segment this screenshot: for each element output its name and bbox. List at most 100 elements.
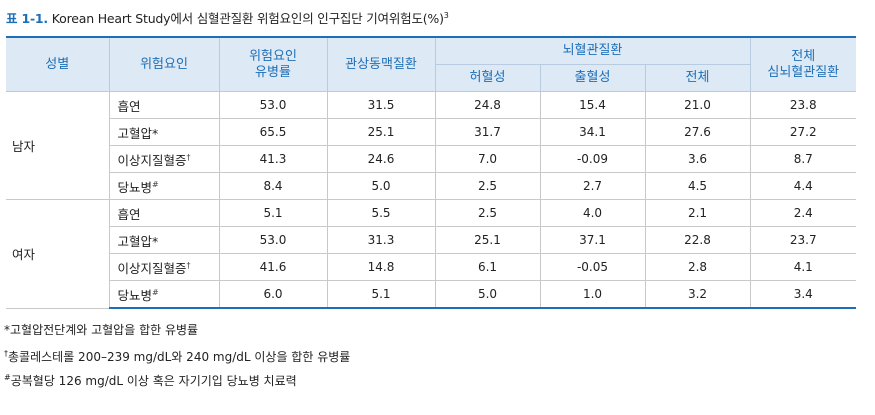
header-prevalence-line1: 위험요인 bbox=[249, 48, 297, 64]
value-cell: 34.1 bbox=[539, 118, 646, 146]
value-cell: -0.05 bbox=[539, 253, 646, 281]
table-body: 남자 흡연 53.0 31.5 24.8 15.4 21.0 23.8 고혈압* 65.5 25.1… bbox=[6, 91, 857, 309]
risk-factor-cell: 당뇨병# bbox=[109, 172, 220, 200]
table-row: 고혈압* 53.0 31.3 25.1 37.1 22.8 23.7 bbox=[6, 226, 857, 254]
value-cell: 23.8 bbox=[749, 91, 857, 119]
risk-factor-cell: 당뇨병# bbox=[109, 280, 220, 309]
risk-factor-cell: 흡연 bbox=[108, 91, 220, 119]
risk-factor-label: 고혈압* bbox=[117, 125, 159, 141]
value-cell: -0.09 bbox=[539, 145, 646, 173]
value-cell: 6.0 bbox=[218, 280, 328, 309]
header-total-line2: 심뇌혈관질환 bbox=[767, 64, 840, 80]
value-cell: 31.7 bbox=[434, 118, 541, 146]
footnote-symbol: # bbox=[4, 373, 11, 382]
value-cell: 25.1 bbox=[434, 226, 541, 254]
risk-factor-cell: 이상지질혈증† bbox=[109, 145, 220, 173]
header-coronary: 관상동맥질환 bbox=[326, 36, 436, 92]
header-risk-factor: 위험요인 bbox=[108, 36, 220, 92]
value-cell: 8.4 bbox=[218, 172, 328, 200]
sex-cell: 남자 bbox=[6, 91, 110, 200]
footnote-mark: # bbox=[152, 287, 159, 297]
value-cell: 6.1 bbox=[434, 253, 541, 281]
value-cell: 21.0 bbox=[644, 91, 751, 119]
value-cell: 2.5 bbox=[434, 172, 541, 200]
header-ischemic: 허혈성 bbox=[435, 64, 541, 92]
value-cell: 41.3 bbox=[218, 145, 328, 173]
risk-factor-cell: 이상지질혈증† bbox=[109, 253, 220, 281]
footnote-mark: # bbox=[152, 179, 159, 189]
risk-factor-cell: 고혈압* bbox=[109, 226, 220, 254]
value-cell: 5.5 bbox=[326, 199, 436, 227]
value-cell: 2.7 bbox=[539, 172, 646, 200]
table-row: 남자 흡연 53.0 31.5 24.8 15.4 21.0 23.8 bbox=[6, 91, 857, 200]
value-cell: 53.0 bbox=[218, 226, 328, 254]
header-sex: 성별 bbox=[6, 36, 110, 92]
footnote-text: 공복혈당 126 mg/dL 이상 혹은 자기기입 당뇨병 치료력 bbox=[10, 374, 297, 388]
value-cell: 2.4 bbox=[749, 199, 857, 227]
value-cell: 14.8 bbox=[326, 253, 436, 281]
value-cell: 5.1 bbox=[218, 199, 328, 227]
risk-factor-table: 성별 위험요인 위험요인 유병률 관상동맥질환 뇌혈관질환 전체 심뇌혈관질환 … bbox=[6, 36, 857, 309]
risk-factor-label: 당뇨병 bbox=[117, 179, 153, 195]
value-cell: 41.6 bbox=[218, 253, 328, 281]
value-cell: 23.7 bbox=[749, 226, 857, 254]
value-cell: 4.0 bbox=[539, 199, 646, 227]
value-cell: 7.0 bbox=[434, 145, 541, 173]
value-cell: 37.1 bbox=[539, 226, 646, 254]
sex-cell: 여자 bbox=[6, 199, 110, 309]
value-cell: 27.2 bbox=[749, 118, 857, 146]
table-row: 당뇨병# 8.4 5.0 2.5 2.7 4.5 4.4 bbox=[6, 172, 857, 200]
value-cell: 25.1 bbox=[326, 118, 436, 146]
value-cell: 5.1 bbox=[326, 280, 436, 309]
header-prevalence-line2: 유병률 bbox=[255, 64, 291, 80]
risk-factor-label: 고혈압* bbox=[117, 233, 159, 249]
header-total-cvd: 전체 심뇌혈관질환 bbox=[749, 36, 857, 92]
table-number: 표 1-1. bbox=[6, 11, 48, 26]
caption-reference: 3 bbox=[443, 10, 449, 20]
value-cell: 31.3 bbox=[326, 226, 436, 254]
footnote-text: *고혈압전단계와 고혈압을 합한 유병률 bbox=[4, 323, 199, 337]
value-cell: 4.5 bbox=[644, 172, 751, 200]
footnote-symbol: † bbox=[4, 349, 8, 358]
table-row: 이상지질혈증† 41.3 24.6 7.0 -0.09 3.6 8.7 bbox=[6, 145, 857, 173]
table-row: 당뇨병# 6.0 5.1 5.0 1.0 3.2 3.4 bbox=[6, 280, 857, 309]
table-title: Korean Heart Study에서 심혈관질환 위험요인의 인구집단 기여… bbox=[51, 11, 444, 26]
value-cell: 4.4 bbox=[749, 172, 857, 200]
footnote-mark: † bbox=[186, 260, 191, 270]
value-cell: 3.4 bbox=[749, 280, 857, 309]
risk-factor-label: 이상지질혈증 bbox=[117, 152, 187, 168]
value-cell: 5.0 bbox=[434, 280, 541, 309]
risk-factor-label: 이상지질혈증 bbox=[117, 260, 187, 276]
value-cell: 27.6 bbox=[644, 118, 751, 146]
table-row: 여자 흡연 5.1 5.5 2.5 4.0 2.1 2.4 bbox=[6, 199, 857, 309]
table-row: 이상지질혈증† 41.6 14.8 6.1 -0.05 2.8 4.1 bbox=[6, 253, 857, 281]
table-row: 고혈압* 65.5 25.1 31.7 34.1 27.6 27.2 bbox=[6, 118, 857, 146]
footnote-mark: † bbox=[186, 152, 191, 162]
value-cell: 22.8 bbox=[644, 226, 751, 254]
risk-factor-label: 당뇨병 bbox=[117, 287, 153, 303]
value-cell: 8.7 bbox=[749, 145, 857, 173]
value-cell: 2.5 bbox=[434, 199, 541, 227]
header-prevalence: 위험요인 유병률 bbox=[218, 36, 328, 92]
value-cell: 24.8 bbox=[434, 91, 541, 119]
value-cell: 31.5 bbox=[326, 91, 436, 119]
value-cell: 3.6 bbox=[644, 145, 751, 173]
footnote: *고혈압전단계와 고혈압을 합한 유병률 bbox=[4, 318, 350, 342]
value-cell: 3.2 bbox=[644, 280, 751, 309]
value-cell: 24.6 bbox=[326, 145, 436, 173]
value-cell: 4.1 bbox=[749, 253, 857, 281]
header-cerebro-total: 전체 bbox=[644, 64, 751, 92]
footnote-text: 총콜레스테롤 200–239 mg/dL와 240 mg/dL 이상을 합한 유… bbox=[8, 350, 351, 364]
value-cell: 1.0 bbox=[539, 280, 646, 309]
table-caption: 표 1-1. Korean Heart Study에서 심혈관질환 위험요인의 … bbox=[6, 8, 449, 27]
risk-factor-cell: 흡연 bbox=[108, 199, 220, 227]
value-cell: 65.5 bbox=[218, 118, 328, 146]
header-hemorrhagic: 출혈성 bbox=[539, 64, 646, 92]
value-cell: 5.0 bbox=[326, 172, 436, 200]
footnotes: *고혈압전단계와 고혈압을 합한 유병률 †총콜레스테롤 200–239 mg/d… bbox=[4, 318, 350, 390]
value-cell: 2.8 bbox=[644, 253, 751, 281]
value-cell: 15.4 bbox=[539, 91, 646, 119]
risk-factor-label: 흡연 bbox=[117, 98, 141, 114]
value-cell: 2.1 bbox=[644, 199, 751, 227]
footnote: #공복혈당 126 mg/dL 이상 혹은 자기기입 당뇨병 치료력 bbox=[4, 366, 350, 390]
